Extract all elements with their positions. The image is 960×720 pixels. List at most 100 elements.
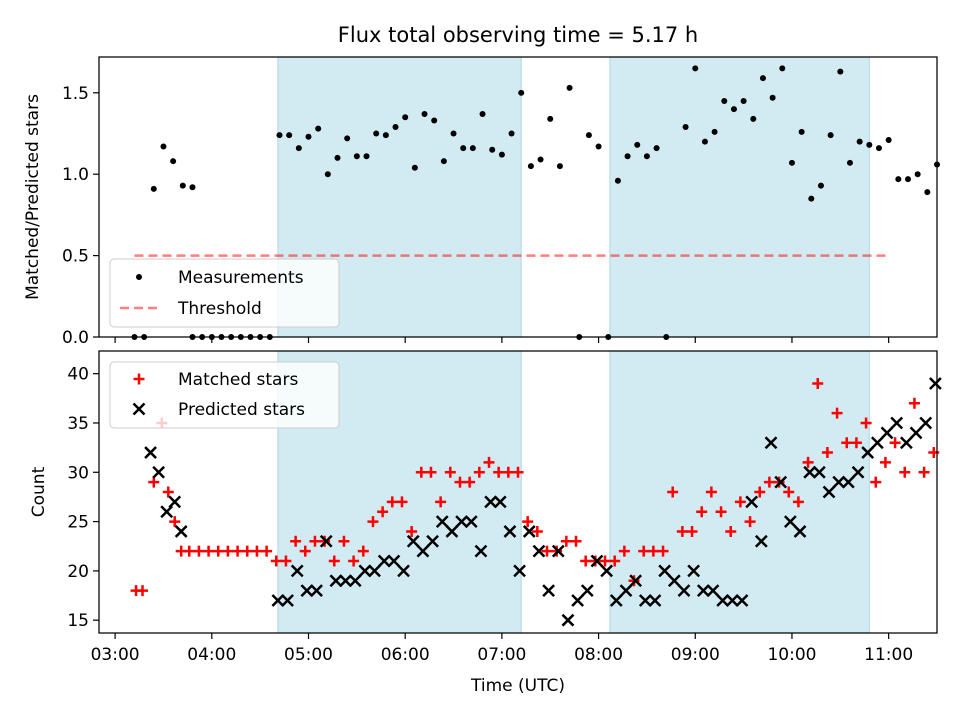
predicted-star-point bbox=[880, 426, 894, 440]
predicted-star-point bbox=[551, 544, 565, 558]
measurement-point bbox=[653, 145, 660, 152]
measurement-point bbox=[895, 176, 902, 183]
x-tick-label: 04:00 bbox=[187, 645, 236, 665]
measurement-point bbox=[489, 146, 496, 153]
predicted-star-point bbox=[271, 594, 285, 607]
measurement-point bbox=[856, 138, 863, 145]
bottom-y-ticks: 15 20 25 30 35 40 bbox=[67, 365, 99, 631]
measurement-point bbox=[595, 143, 602, 150]
bottom-axes-frame bbox=[98, 350, 938, 634]
measurement-point bbox=[750, 115, 757, 122]
x-tick-label: 11:00 bbox=[864, 645, 913, 665]
measurement-point bbox=[160, 143, 167, 150]
top-y-tick-label: 1.0 bbox=[62, 165, 89, 185]
matched-star-point bbox=[725, 525, 737, 537]
predicted-star-point bbox=[609, 594, 623, 607]
matched-star-point bbox=[444, 466, 456, 478]
predicted-star-point bbox=[348, 574, 362, 588]
predicted-star-point bbox=[783, 515, 797, 528]
matched-star-point bbox=[232, 545, 244, 557]
measurement-point bbox=[798, 128, 805, 135]
matched-star-point bbox=[560, 535, 572, 547]
matched-star-point bbox=[744, 516, 756, 528]
matched-star-point bbox=[270, 555, 282, 567]
predicted-star-point bbox=[745, 495, 759, 509]
matched-star-point bbox=[609, 555, 621, 567]
matched-star-point bbox=[473, 466, 485, 478]
top-y-tick-label: 0.5 bbox=[62, 247, 89, 267]
matched-star-point bbox=[696, 506, 708, 518]
x-tick-label: 06:00 bbox=[381, 645, 430, 665]
predicted-star-point bbox=[406, 534, 420, 548]
matched-star-point bbox=[193, 545, 205, 557]
measurement-point bbox=[740, 97, 747, 104]
measurement-point bbox=[392, 124, 399, 130]
predicted-star-point bbox=[144, 446, 157, 459]
matched-star-point bbox=[918, 466, 930, 478]
top-y-tick-label: 0.0 bbox=[62, 328, 89, 348]
matched-star-point bbox=[183, 545, 195, 557]
matched-star-point bbox=[367, 516, 379, 528]
legend-threshold-label: Threshold bbox=[177, 299, 262, 319]
measurement-point bbox=[305, 133, 312, 140]
predicted-star-point bbox=[870, 436, 884, 450]
top-legend-box bbox=[109, 258, 340, 328]
x-tick-label: 05:00 bbox=[284, 645, 333, 665]
measurement-point bbox=[788, 159, 795, 166]
bottom-y-axis-label: Count bbox=[29, 466, 49, 517]
measurement-point bbox=[556, 163, 563, 170]
bottom-y-tick-label: 40 bbox=[67, 365, 89, 385]
matched-star-point bbox=[734, 496, 746, 508]
shaded-interval-2 bbox=[609, 56, 870, 338]
top-legend: Measurements Threshold bbox=[109, 258, 340, 328]
measurement-point bbox=[537, 156, 544, 163]
predicted-star-point bbox=[706, 584, 720, 597]
matched-star-point bbox=[148, 476, 160, 488]
measurement-point bbox=[914, 171, 921, 178]
matched-star-point bbox=[348, 555, 360, 567]
predicted-star-point bbox=[735, 594, 749, 607]
legend-predicted-label: Predicted stars bbox=[178, 400, 305, 420]
matched-star-point bbox=[357, 545, 369, 557]
predicted-star-point bbox=[339, 574, 352, 588]
predicted-star-point bbox=[522, 525, 536, 538]
measurement-point bbox=[508, 130, 515, 137]
matched-star-point bbox=[850, 437, 862, 449]
predicted-star-point bbox=[377, 554, 391, 568]
top-shaded-intervals bbox=[277, 56, 870, 338]
measurement-point bbox=[846, 159, 853, 166]
measurement-point bbox=[837, 68, 844, 75]
matched-star-point bbox=[396, 496, 408, 508]
top-y-ticks: 0.0 0.5 1.0 1.5 bbox=[62, 84, 99, 348]
predicted-star-point bbox=[629, 574, 643, 588]
matched-star-point bbox=[435, 496, 447, 508]
measurement-point bbox=[479, 110, 486, 117]
matched-star-point bbox=[908, 397, 920, 409]
measurement-point bbox=[295, 145, 302, 152]
predicted-star-point bbox=[474, 544, 488, 558]
measurement-point bbox=[643, 153, 650, 160]
matched-star-point bbox=[821, 447, 833, 459]
matched-star-point bbox=[541, 545, 553, 557]
measurement-point bbox=[469, 145, 476, 152]
x-axis-label: Time (UTC) bbox=[470, 676, 565, 696]
matched-star-point bbox=[203, 545, 215, 557]
predicted-star-point bbox=[677, 584, 691, 597]
predicted-star-point bbox=[851, 465, 865, 479]
matched-star-point bbox=[599, 555, 611, 567]
matched-star-point bbox=[512, 466, 524, 478]
matched-star-point bbox=[522, 516, 534, 528]
matched-star-point bbox=[783, 486, 795, 498]
ratio-panel: 0.0 0.5 1.0 1.5 Matched/Predicted stars Mea… bbox=[23, 56, 940, 348]
predicted-star-point bbox=[803, 465, 817, 479]
measurement-point bbox=[701, 138, 708, 145]
predicted-star-point bbox=[532, 544, 546, 558]
predicted-star-point bbox=[455, 515, 468, 528]
matched-star-point bbox=[676, 525, 688, 537]
predicted-star-point bbox=[580, 584, 594, 597]
predicted-star-point bbox=[513, 564, 526, 578]
matched-star-point bbox=[251, 545, 263, 557]
predicted-stars-points bbox=[144, 377, 942, 627]
predicted-star-point bbox=[387, 554, 401, 568]
predicted-star-point bbox=[319, 534, 333, 548]
